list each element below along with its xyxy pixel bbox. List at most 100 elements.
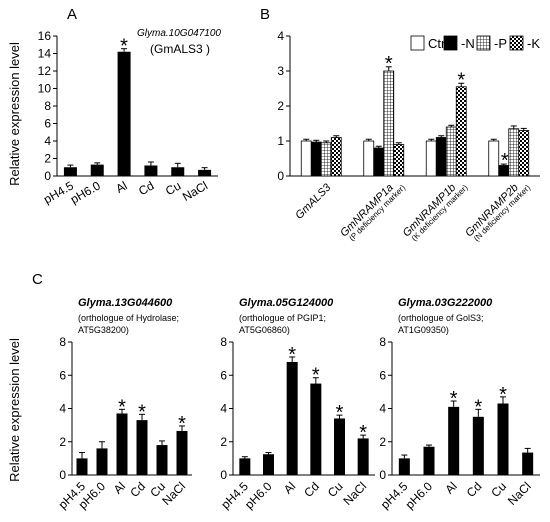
panel-c2-bar [263,454,274,475]
panel-a-ytick-label: 4 [44,134,51,148]
panel-c3-ytick-label: 4 [379,402,386,416]
panel-c-ylabel: Relative expression level [7,338,22,482]
panel-a-xtick-label: pH6.0 [68,178,103,206]
panel-c3-xtick-label: pH4.5 [378,479,411,512]
panel-b-bar [393,144,405,177]
panel-a-xtick-label: NaCl [180,178,210,203]
panel-c2-significance-mark: * [312,365,320,387]
panel-a-xtick-label: Cd [136,178,156,198]
panel-c3-subtitle-line2: AT1G09350) [398,325,449,335]
panel-c3-ytick-label: 2 [379,435,386,449]
panel-b-significance-mark: * [385,53,393,75]
panel-c1-ytick-label: 6 [59,368,66,382]
panel-c3-ytick-label: 6 [379,368,386,382]
panel-c3-subtitle-line1: (orthologue of GolS3; [398,313,484,323]
panel-c1-significance-mark: * [138,401,146,423]
panel-b-bar [445,126,457,177]
panel-label-c: C [32,271,43,288]
panel-b-legend-swatch [509,35,524,51]
panel-b-bar [488,140,500,177]
panel-b-legend-swatch [410,35,425,51]
panel-b-xtick-label: GmNRAMP1a [338,182,396,240]
panel-c3-xtick-label: Cd [464,479,485,500]
panel-c1-ytick-label: 0 [59,468,66,482]
panel-c2-ytick-label: 6 [220,368,227,382]
panel-b-ytick-label: 4 [277,29,284,43]
panel-c3-significance-mark: * [450,388,458,410]
panel-b-legend-label: -K [527,36,540,51]
panel-b-xtick-label: GmALS3 [293,181,334,222]
panel-b-bar [518,130,530,177]
panel-c3-significance-mark: * [474,396,482,418]
panel-b-legend-label: -N [461,36,475,51]
panel-c2-title: Glyma.05G124000 [239,297,334,309]
panel-a-bar [90,164,104,176]
panel-c1-ytick-label: 8 [59,335,66,349]
panel-b-bar [373,147,385,177]
panel-c1-ytick-label: 4 [59,402,66,416]
panel-b-bar [310,141,322,177]
panel-b-ytick-label: 1 [277,134,284,148]
panel-c2-ytick-label: 0 [220,468,227,482]
panel-b-bar [320,142,332,177]
panel-a-ytick-label: 16 [38,29,52,43]
panel-c1-subtitle-line2: AT5G38200) [78,325,129,335]
panel-c1-significance-mark: * [118,396,126,418]
panel-b-significance-mark: * [501,150,509,172]
panel-c2-significance-mark: * [336,402,344,424]
panel-a-title-line2: (GmALS3 ) [150,42,210,56]
panel-label-b: B [260,6,270,23]
panel-c3-bar [522,452,534,475]
panel-c2-ytick-label: 2 [220,435,227,449]
panel-c3-bar [398,458,410,475]
panel-c3-ytick-label: 8 [379,335,386,349]
panel-c2-xtick-label: Cd [301,479,322,500]
panel-c3-xtick-label: NaCl [505,479,534,508]
panel-b-bar [300,140,312,177]
panel-a-xtick-label: Cu [163,178,183,198]
panel-c1-bar [76,458,88,475]
panel-c3-ytick-label: 0 [379,468,386,482]
panel-c2-xtick-label: NaCl [341,479,370,508]
panel-b-bar [435,137,447,177]
panel-c3-bar [423,446,435,475]
panel-c3-xtick-label: Al [442,479,459,496]
panel-c2-bar [334,418,345,475]
panel-a-bar [144,165,158,176]
panel-c1-title: Glyma.13G044600 [78,297,173,309]
panel-b-xtick-label: GmNRAMP1b [401,182,459,240]
panel-a-ytick-label: 14 [38,47,52,61]
panel-c2-bar [286,361,298,475]
panel-b-bar [508,128,520,177]
panel-a-ytick-label: 12 [38,64,52,78]
panel-b-ytick-label: 0 [277,169,284,183]
panel-a-bar [198,169,212,176]
panel-c2-bar [310,383,322,475]
panel-c1-bar [156,445,168,475]
panel-c1-bar [176,430,188,475]
panel-b-ytick-label: 3 [277,64,284,78]
panel-c2-chart: 02468pH4.5pH6.0*Al*Cd*Cu*NaClGlyma.05G12… [218,297,375,512]
panel-b-legend-swatch [443,35,458,51]
panel-c2-xtick-label: pH6.0 [242,479,275,512]
panel-a-bar [171,167,185,176]
panel-c3-xtick-label: pH6.0 [403,479,436,512]
panel-a-ytick-label: 2 [44,152,51,166]
panel-b-bar [363,140,375,177]
panel-b-bar [455,86,467,177]
panel-c2-significance-mark: * [359,422,367,444]
panel-b-bar [383,70,395,177]
panel-c2-xtick-label: Al [281,479,298,496]
panel-b-legend-label: Ctrl [428,36,448,51]
panel-c2-ytick-label: 4 [220,402,227,416]
panel-c3-chart: 02468pH4.5pH6.0*Al*Cd*CuNaClGlyma.03G222… [378,297,540,512]
panel-a-title: Glyma.10G047100 [137,28,221,39]
panel-c3-bar [497,403,509,475]
panel-c2-subtitle-line2: AT5G06860) [239,325,290,335]
panel-c2-ytick-label: 8 [220,335,227,349]
panel-a-bar [117,51,131,176]
panel-c2-significance-mark: * [288,344,296,366]
